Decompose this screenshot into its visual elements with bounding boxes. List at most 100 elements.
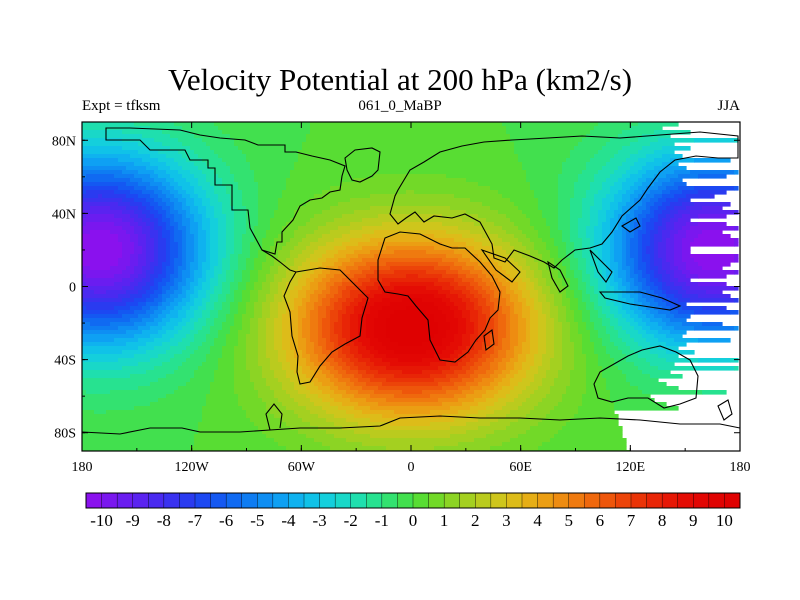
field-cell bbox=[618, 310, 627, 315]
field-cell bbox=[698, 282, 727, 287]
field-cell bbox=[322, 290, 331, 295]
field-cell bbox=[206, 214, 215, 219]
field-cell bbox=[482, 310, 491, 315]
field-cell bbox=[574, 194, 587, 199]
field-cell bbox=[182, 206, 191, 211]
field-cell bbox=[334, 274, 347, 279]
field-cell bbox=[82, 158, 119, 163]
field-cell bbox=[226, 214, 235, 219]
field-cell bbox=[670, 202, 683, 207]
field-cell bbox=[362, 442, 459, 447]
field-cell bbox=[638, 234, 643, 239]
field-cell bbox=[350, 290, 363, 295]
field-cell bbox=[214, 186, 227, 191]
field-cell bbox=[510, 254, 523, 259]
field-cell bbox=[290, 294, 299, 299]
field-cell bbox=[82, 142, 139, 147]
field-cell bbox=[570, 222, 579, 227]
field-cell bbox=[646, 250, 655, 255]
field-cell bbox=[674, 254, 683, 259]
field-cell bbox=[542, 306, 551, 311]
field-cell bbox=[274, 414, 299, 419]
field-cell bbox=[562, 326, 571, 331]
x-tick-label: 120E bbox=[616, 460, 646, 475]
field-cell bbox=[642, 254, 651, 259]
field-cell bbox=[82, 386, 139, 391]
field-cell bbox=[642, 226, 647, 231]
field-cell bbox=[118, 262, 131, 267]
field-cell bbox=[182, 222, 191, 227]
field-cell bbox=[234, 366, 247, 371]
field-cell bbox=[282, 362, 291, 367]
field-cell bbox=[258, 214, 275, 219]
colorbar-bin bbox=[397, 492, 414, 509]
field-cell bbox=[638, 262, 647, 267]
field-cell bbox=[166, 162, 179, 167]
field-cell bbox=[618, 334, 631, 339]
field-cell bbox=[214, 274, 219, 279]
field-cell bbox=[490, 294, 495, 299]
field-cell bbox=[678, 174, 699, 179]
field-cell bbox=[622, 326, 635, 331]
field-cell bbox=[238, 310, 247, 315]
field-cell bbox=[534, 378, 543, 383]
field-cell bbox=[246, 210, 259, 215]
field-cell bbox=[590, 254, 599, 259]
field-cell bbox=[662, 154, 683, 159]
field-cell bbox=[522, 162, 563, 167]
field-cell bbox=[198, 306, 207, 311]
field-cell bbox=[182, 270, 191, 275]
field-cell bbox=[582, 198, 595, 203]
field-cell bbox=[622, 234, 627, 239]
field-cell bbox=[122, 198, 135, 203]
field-cell bbox=[450, 326, 459, 331]
field-cell bbox=[174, 186, 183, 191]
field-cell bbox=[310, 294, 319, 299]
field-cell bbox=[602, 226, 611, 231]
field-cell bbox=[614, 242, 623, 247]
field-cell bbox=[526, 398, 543, 403]
field-cell bbox=[238, 266, 247, 271]
field-cell bbox=[238, 186, 259, 191]
field-cell bbox=[342, 278, 351, 283]
field-cell bbox=[578, 302, 587, 307]
field-cell bbox=[234, 350, 247, 355]
field-cell bbox=[566, 250, 575, 255]
field-cell bbox=[210, 238, 219, 243]
field-cell bbox=[354, 178, 467, 183]
field-cell bbox=[526, 282, 535, 287]
field-cell bbox=[510, 262, 519, 267]
field-cell bbox=[330, 318, 339, 323]
field-cell bbox=[158, 274, 167, 279]
field-cell bbox=[206, 142, 235, 147]
field-cell bbox=[594, 302, 599, 307]
colorbar-label: 6 bbox=[596, 511, 605, 530]
field-cell bbox=[230, 194, 243, 199]
field-cell bbox=[138, 290, 147, 295]
field-cell bbox=[226, 342, 239, 347]
field-cell bbox=[142, 178, 155, 183]
field-cell bbox=[250, 290, 259, 295]
field-cell bbox=[346, 354, 355, 359]
field-cell bbox=[82, 422, 199, 427]
field-cell bbox=[666, 258, 675, 263]
field-cell bbox=[306, 386, 319, 391]
field-cell bbox=[362, 410, 395, 415]
field-cell bbox=[642, 146, 663, 151]
field-cell bbox=[326, 286, 331, 291]
field-cell bbox=[134, 334, 151, 339]
field-cell bbox=[230, 302, 239, 307]
field-cell bbox=[306, 294, 311, 299]
field-cell bbox=[490, 230, 507, 235]
field-cell bbox=[238, 398, 263, 403]
field-cell bbox=[298, 158, 519, 163]
field-cell bbox=[366, 382, 383, 387]
field-cell bbox=[270, 270, 279, 275]
field-cell bbox=[578, 306, 587, 311]
field-cell bbox=[670, 262, 675, 267]
field-cell bbox=[378, 242, 443, 247]
field-cell bbox=[534, 406, 555, 411]
field-cell bbox=[166, 226, 175, 231]
field-cell bbox=[634, 350, 651, 355]
field-cell bbox=[622, 174, 631, 179]
